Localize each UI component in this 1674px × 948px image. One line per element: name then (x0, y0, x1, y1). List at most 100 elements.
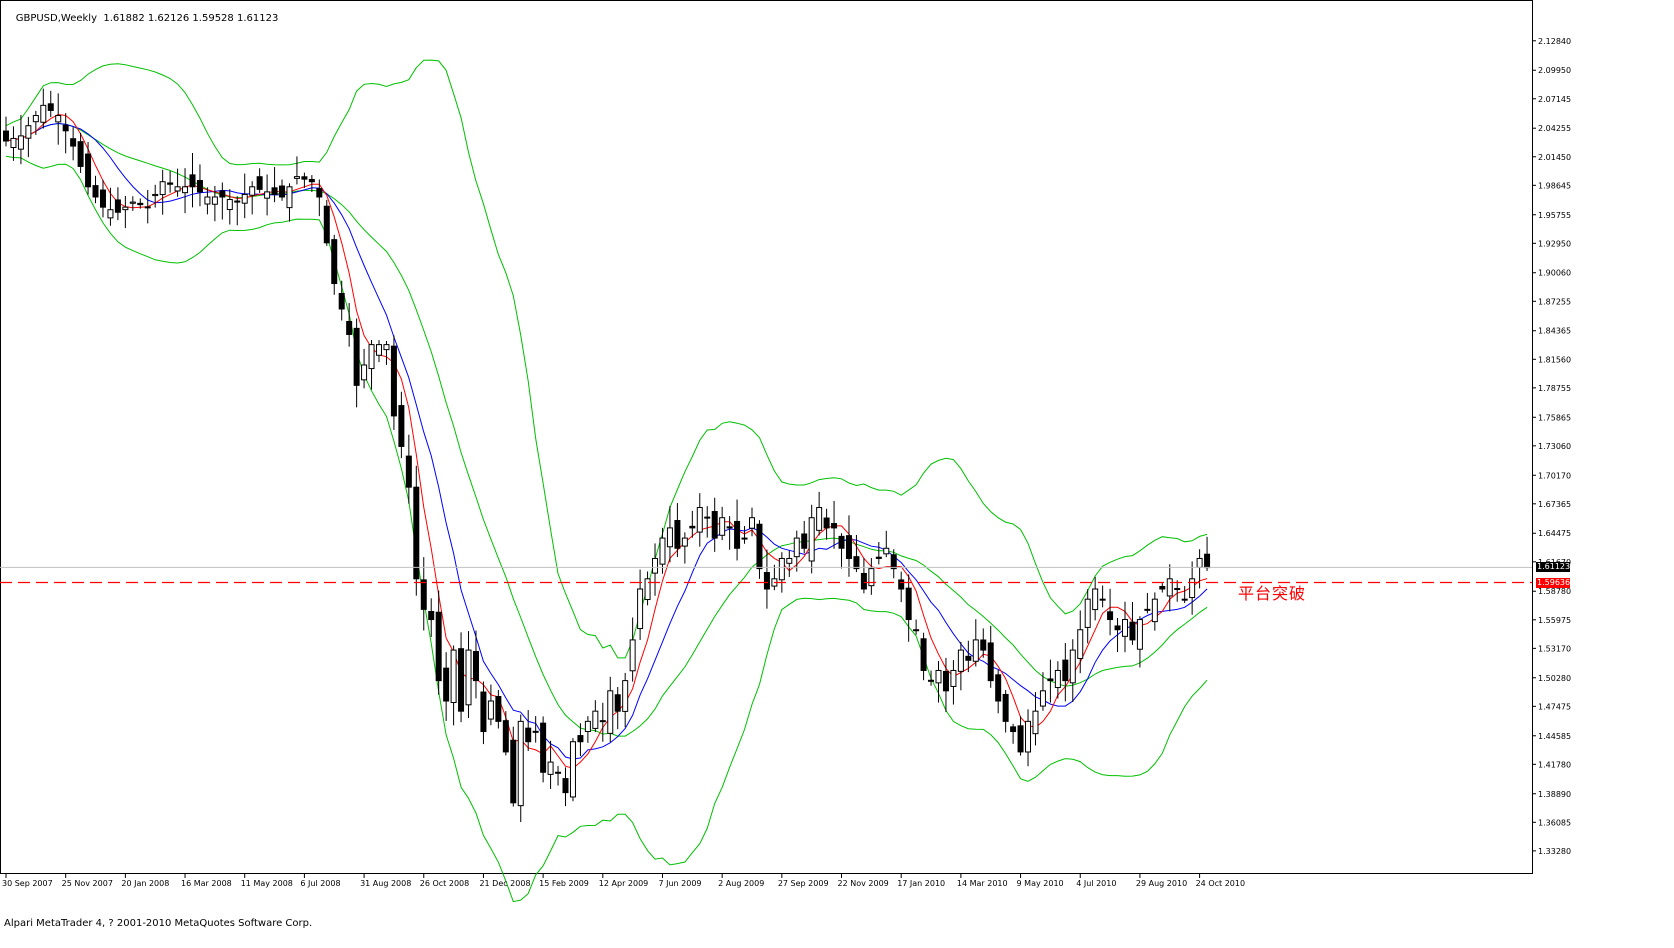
candle (1166, 564, 1173, 612)
candle-body (47, 103, 54, 111)
candle (211, 185, 218, 222)
plot-area-border (0, 0, 1533, 874)
candle (756, 520, 763, 579)
candle-body (540, 722, 547, 773)
y-tick-label: 1.58780 (1538, 587, 1571, 596)
candle (980, 628, 987, 658)
candle-body (711, 511, 718, 539)
y-tick-label: 1.95755 (1538, 211, 1571, 220)
candle-body (569, 741, 576, 798)
y-tick-label: 2.04255 (1538, 124, 1571, 133)
x-tick-label: 31 Aug 2008 (360, 879, 411, 888)
y-tick-label: 1.92950 (1538, 239, 1571, 248)
x-tick-label: 11 May 2008 (241, 879, 293, 888)
candle-body (898, 579, 905, 590)
candle-body (607, 690, 614, 734)
candle (577, 723, 584, 757)
candle-body (286, 186, 293, 209)
candle (741, 526, 748, 544)
candle-body (1032, 710, 1039, 735)
candle (845, 515, 852, 577)
candle-body (465, 649, 472, 706)
candle-body (622, 680, 629, 712)
candle (1047, 659, 1054, 703)
candle (808, 504, 815, 574)
candle-body (599, 720, 606, 723)
copyright-text: Alpari MetaTrader 4, ? 2001-2010 MetaQuo… (4, 918, 313, 929)
candle-body (793, 537, 800, 558)
candle-body (450, 649, 457, 704)
candle-body (152, 193, 159, 197)
candle-body (204, 196, 211, 205)
candle-body (1144, 608, 1151, 611)
candle (182, 168, 189, 214)
symbol-label: GBPUSD,Weekly (15, 13, 97, 24)
candle (308, 175, 315, 193)
x-tick-label: 7 Jun 2009 (658, 879, 701, 888)
candle (681, 532, 688, 564)
candle-body (1047, 678, 1054, 682)
candle-body (1181, 598, 1188, 601)
candle (353, 318, 360, 408)
candle-body (644, 578, 651, 601)
y-tick-label: 2.12840 (1538, 37, 1571, 46)
candle (1017, 716, 1024, 756)
y-tick-label: 1.78755 (1538, 384, 1571, 393)
candle-body (987, 642, 994, 682)
candle (264, 174, 271, 216)
candle-body (517, 720, 524, 807)
candle-body (883, 547, 890, 555)
candle (942, 657, 949, 713)
candle (950, 660, 957, 705)
candle-body (577, 735, 584, 743)
candle (1039, 672, 1046, 711)
candle-body (293, 176, 300, 179)
candle-body (279, 185, 286, 198)
candle-body (860, 572, 867, 590)
candle (1032, 692, 1039, 746)
x-tick-label: 21 Dec 2008 (479, 879, 530, 888)
candle (540, 716, 547, 783)
candle (159, 169, 166, 215)
candle (99, 179, 106, 218)
candle (801, 520, 808, 554)
x-tick-label: 14 Mar 2010 (957, 879, 1008, 888)
candle (450, 645, 457, 726)
candle (167, 170, 174, 193)
candle (883, 530, 890, 558)
candle (726, 516, 733, 550)
y-tick-label: 1.87255 (1538, 297, 1571, 306)
candle-body (525, 727, 532, 743)
candle (361, 348, 368, 389)
candle (763, 549, 770, 609)
candle (555, 765, 562, 786)
candle (1062, 642, 1069, 702)
candle-body (32, 115, 39, 123)
x-tick-label: 22 Nov 2009 (838, 879, 889, 888)
candle (689, 510, 696, 538)
candle (1136, 616, 1143, 668)
candle (793, 530, 800, 572)
candle (905, 574, 912, 642)
candle-body (55, 115, 62, 123)
candle (405, 434, 412, 504)
candle (114, 187, 121, 221)
candle (293, 156, 300, 185)
candle-body (92, 185, 99, 198)
candle (562, 767, 569, 807)
bollinger-middle-line (5, 122, 1208, 737)
candle-body (831, 523, 838, 529)
bollinger-lower-line (5, 155, 1208, 903)
candle (502, 711, 509, 756)
candle (256, 168, 263, 193)
candle-body (890, 554, 897, 570)
ohlc-values: 1.61882 1.62126 1.59528 1.61123 (103, 13, 279, 24)
x-tick-label: 6 Jul 2008 (300, 879, 340, 888)
x-tick-label: 27 Sep 2009 (778, 879, 829, 888)
candle (928, 670, 935, 686)
candle-body (383, 344, 390, 351)
candle-body (1092, 588, 1099, 611)
candle (368, 339, 375, 390)
